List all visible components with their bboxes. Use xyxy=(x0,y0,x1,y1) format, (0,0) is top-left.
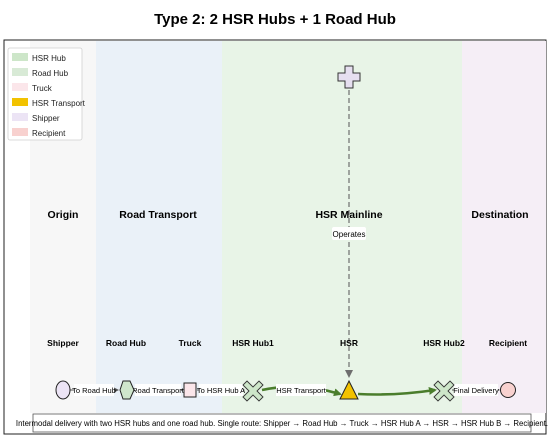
hsr-hub1-node xyxy=(242,380,264,402)
zone-road-band xyxy=(96,41,222,413)
column-label-hsr: HSR xyxy=(340,338,358,348)
column-label-recipient: Recipient xyxy=(489,338,527,348)
legend-swatch-recipient xyxy=(12,128,28,136)
diagram-title: Type 2: 2 HSR Hubs + 1 Road Hub xyxy=(154,11,396,28)
operates-label: Operates xyxy=(333,230,366,239)
column-label-truck: Truck xyxy=(179,338,202,348)
edge-label-box-hsr-transport xyxy=(276,384,326,396)
edge-label-box-to-road-hub xyxy=(74,384,114,396)
edge-hsr-to-hsr-hub2 xyxy=(357,386,437,396)
zone-destination-band xyxy=(462,41,546,413)
column-label-hsr-hub2: HSR Hub2 xyxy=(423,338,465,348)
legend-swatch-hsr-transport xyxy=(12,98,28,106)
column-label-road-hub: Road Hub xyxy=(106,338,146,348)
edge-label-final-delivery: Final Delivery xyxy=(453,386,499,395)
legend-label-truck: Truck xyxy=(32,84,53,93)
edge-label-hsr-transport: HSR Transport xyxy=(276,386,327,395)
column-label-hsr-hub1: HSR Hub1 xyxy=(232,338,274,348)
zone-label-origin: Origin xyxy=(48,209,79,221)
legend-label-road-hub: Road Hub xyxy=(32,69,69,78)
legend-label-hsr-hub: HSR Hub xyxy=(32,54,66,63)
operator-plus-icon xyxy=(337,65,361,89)
hsr-node xyxy=(339,379,359,400)
legend-swatch-hsr-hub xyxy=(12,53,28,61)
legend: HSR Hub Road Hub Truck HSR Transport Shi… xyxy=(7,47,86,141)
legend-swatch-shipper xyxy=(12,113,28,121)
truck-node xyxy=(183,382,197,398)
legend-label-recipient: Recipient xyxy=(32,129,66,138)
edge-label-box-road-transport xyxy=(135,384,181,396)
caption-box xyxy=(32,413,532,433)
caption-text: Intermodal delivery with two HSR hubs an… xyxy=(16,419,548,428)
edge-label-box-to-hsr-hub-a xyxy=(199,384,243,396)
shipper-node xyxy=(55,380,71,400)
edge-label-to-road-hub: To Road Hub xyxy=(72,386,116,395)
edge-label-to-hsr-hub-a: To HSR Hub A xyxy=(197,386,245,395)
edge-label-road-transport: Road Transport xyxy=(132,386,185,395)
hsr-hub2-node xyxy=(433,380,455,402)
column-label-shipper: Shipper xyxy=(47,338,79,348)
legend-swatch-road-hub xyxy=(12,68,28,76)
recipient-node xyxy=(500,382,516,398)
zone-label-destination: Destination xyxy=(471,209,528,221)
road-hub-node xyxy=(119,380,135,400)
operates-label-box xyxy=(332,227,366,240)
legend-label-hsr-transport: HSR Transport xyxy=(32,99,86,108)
legend-label-shipper: Shipper xyxy=(32,114,60,123)
legend-swatch-truck xyxy=(12,83,28,91)
edge-label-box-final-delivery xyxy=(454,384,498,396)
zone-label-road-transport: Road Transport xyxy=(119,209,197,221)
